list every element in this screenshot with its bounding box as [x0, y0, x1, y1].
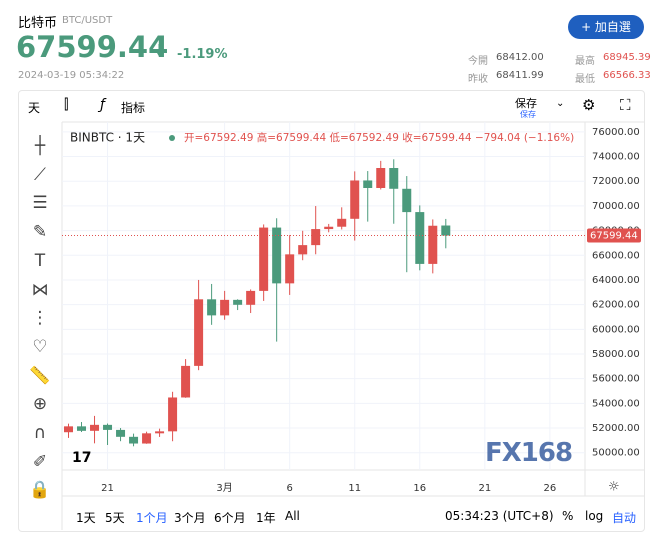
change: -1.19%: [177, 47, 228, 62]
watermark: FX168: [485, 438, 573, 468]
candle-body: [363, 180, 373, 188]
candle-body: [168, 397, 178, 432]
fx-icon[interactable]: ƒ: [100, 97, 105, 113]
y-tick-label: 74000.00: [592, 152, 640, 163]
add-button[interactable]: + 加自選: [568, 15, 644, 39]
status-dot: [169, 135, 175, 141]
candle-body: [402, 188, 412, 213]
candle-body: [337, 218, 347, 227]
tool-column[interactable]: ┼ ⟋ ☰ ✎ T ⋈ ⋮ ♡ 📏 ⊕ ∩ ✐ 🔒: [29, 136, 51, 501]
candle-icon[interactable]: ⫿: [64, 97, 69, 113]
tv-logo: 𝟭𝟳: [72, 450, 92, 466]
stat-value: 68412.00: [496, 52, 544, 63]
candle-body: [272, 227, 282, 284]
auto[interactable]: 自动: [612, 511, 637, 525]
y-tick-label: 56000.00: [592, 374, 640, 385]
range-button[interactable]: 6个月: [214, 511, 246, 525]
price: 67599.44: [16, 30, 169, 64]
x-tick-label: 21: [101, 483, 114, 494]
y-tick-label: 72000.00: [592, 176, 640, 187]
stat-label: 最高: [575, 56, 595, 67]
log[interactable]: log: [585, 509, 604, 523]
candle-body: [415, 212, 425, 264]
stat-label: 今開: [468, 56, 488, 67]
range-button[interactable]: 5天: [105, 511, 125, 525]
chart-panel: [18, 90, 645, 532]
y-tick-label: 62000.00: [592, 300, 640, 311]
range-button[interactable]: 1天: [76, 511, 96, 525]
candle-body: [155, 431, 165, 434]
y-tick-label: 64000.00: [592, 275, 640, 286]
candle-body: [103, 424, 113, 430]
y-tick-label: 66000.00: [592, 250, 640, 261]
x-tick-label: 3月: [216, 482, 232, 494]
y-tick-label: 60000.00: [592, 324, 640, 335]
x-tick-label: 11: [348, 483, 361, 494]
candle-body: [350, 180, 360, 219]
candle-body: [233, 299, 243, 305]
time: 05:34:23 (UTC+8): [445, 509, 554, 523]
stat-value: 66566.33: [603, 70, 651, 81]
candle-body: [389, 168, 399, 189]
x-tick-label: 21: [478, 483, 491, 494]
range-button[interactable]: 3个月: [174, 511, 206, 525]
interval[interactable]: 天: [28, 101, 41, 115]
settings[interactable]: ⚙: [582, 96, 596, 114]
candle-body: [90, 424, 100, 431]
y-tick-label: 58000.00: [592, 349, 640, 360]
stat-label: 昨收: [468, 74, 488, 85]
x-tick-label: 26: [544, 483, 557, 494]
percent[interactable]: %: [562, 509, 574, 523]
indicators[interactable]: 指标: [121, 101, 146, 115]
candle-body: [220, 299, 230, 316]
datetime: 2024-03-19 05:34:22: [18, 70, 125, 81]
symbol-label: BINBTC · 1天: [70, 131, 145, 145]
symbol: BTC/USDT: [62, 15, 113, 26]
stat-value: 68411.99: [496, 70, 544, 81]
candle-body: [441, 225, 451, 236]
y-tick-label: 50000.00: [592, 448, 640, 459]
y-tick-label: 52000.00: [592, 423, 640, 434]
ohlc-label: 开=67592.49 高=67599.44 低=67592.49 收=67599…: [184, 131, 574, 144]
candle-body: [298, 245, 308, 255]
down-arrow: 🠗: [156, 41, 163, 60]
last-price-label: 67599.44: [590, 231, 638, 242]
title: 比特币: [18, 16, 58, 31]
candle-body: [285, 254, 295, 284]
candle-body: [77, 426, 87, 431]
reset-icon: ☼: [608, 480, 620, 495]
y-tick-label: 70000.00: [592, 201, 640, 212]
save-sub: 保存: [520, 110, 536, 119]
candle-body: [64, 426, 74, 433]
range-button[interactable]: All: [285, 509, 300, 523]
y-tick-label: 54000.00: [592, 398, 640, 409]
candle-body: [428, 225, 438, 264]
candle-body: [142, 433, 152, 444]
x-tick-label: 6: [286, 483, 292, 494]
x-tick-label: 16: [413, 483, 426, 494]
candle-body: [376, 168, 386, 188]
candle-body: [207, 299, 217, 316]
candle-body: [116, 429, 126, 437]
candle-body: [311, 229, 321, 246]
candle-body: [129, 436, 139, 444]
candle-body: [246, 290, 256, 305]
stat-value: 68945.39: [603, 52, 651, 63]
candle-body: [181, 365, 191, 398]
candle-body: [194, 299, 204, 366]
save[interactable]: 保存: [515, 97, 537, 110]
dropdown[interactable]: ⌄: [556, 98, 565, 109]
range-button[interactable]: 1年: [256, 511, 276, 525]
y-tick-label: 76000.00: [592, 127, 640, 138]
candle-body: [259, 227, 269, 291]
range-button[interactable]: 1个月: [136, 511, 168, 525]
last-price-tag: [587, 228, 641, 243]
fullscreen[interactable]: ⛶: [620, 96, 631, 114]
candle-body: [324, 226, 334, 230]
stat-label: 最低: [575, 74, 595, 85]
